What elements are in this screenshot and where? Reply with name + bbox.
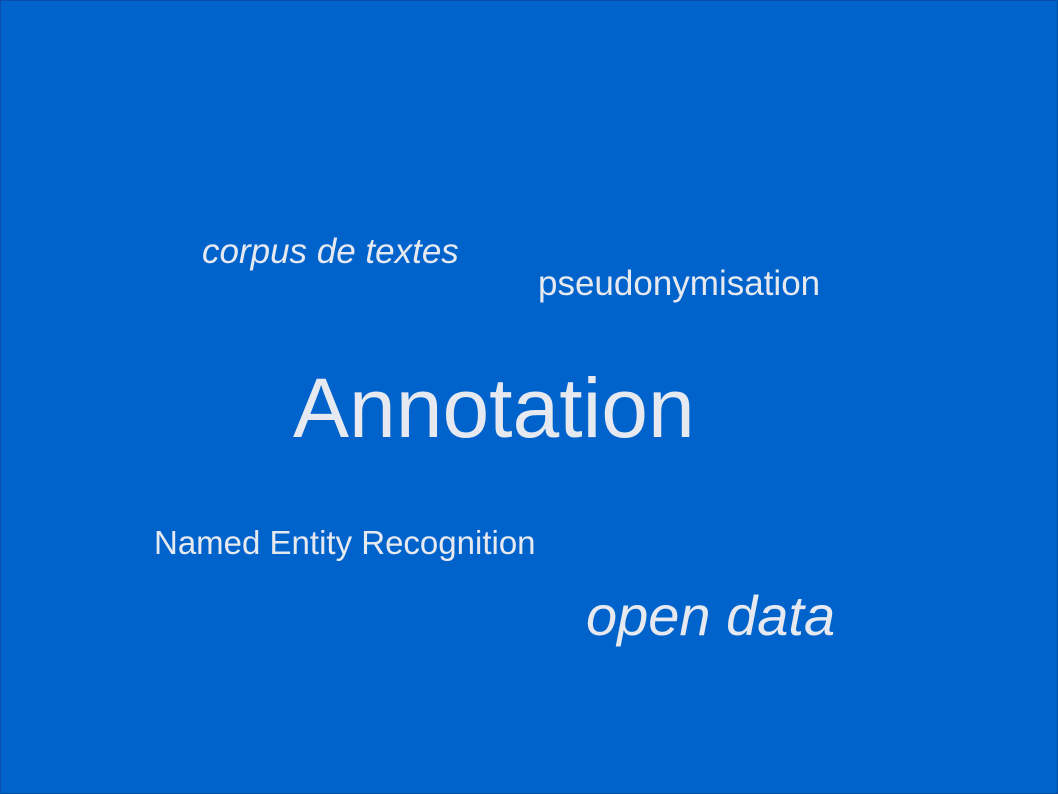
word-open-data: open data xyxy=(586,584,836,647)
word-named-entity-recognition: Named Entity Recognition xyxy=(154,524,536,561)
word-pseudonymisation: pseudonymisation xyxy=(538,264,821,303)
word-corpus-de-textes: corpus de textes xyxy=(202,232,459,271)
word-annotation: Annotation xyxy=(293,361,695,455)
